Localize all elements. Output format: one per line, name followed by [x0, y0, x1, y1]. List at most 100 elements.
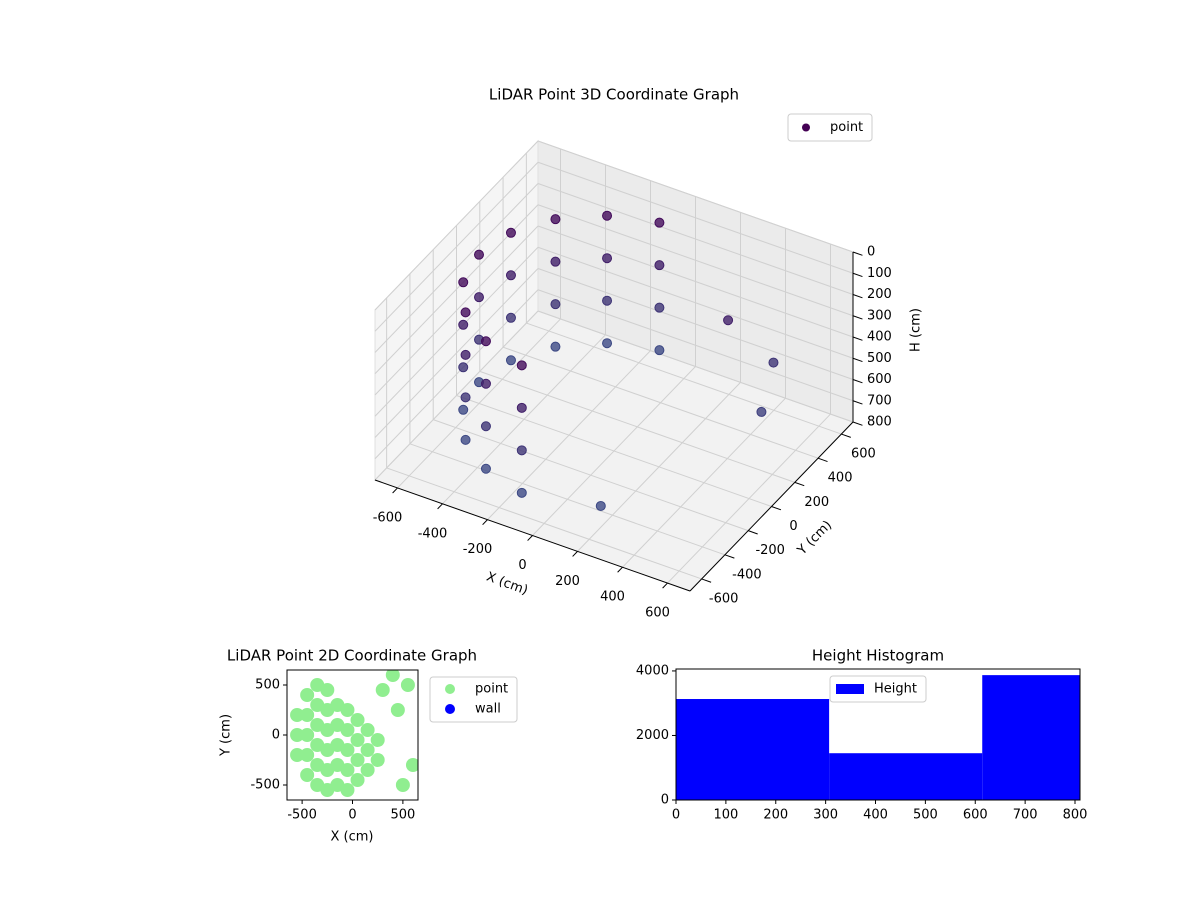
x-tick-label: 600 [963, 808, 988, 823]
point [550, 256, 561, 267]
tick-mark [852, 315, 863, 320]
point [595, 500, 606, 511]
tick-mark [724, 554, 735, 559]
legend-label: point [830, 120, 863, 135]
grid-line [374, 183, 539, 353]
z-tick-label: 100 [867, 266, 892, 281]
tick-mark [852, 336, 863, 341]
grid-line [537, 246, 854, 359]
point [290, 708, 305, 722]
point [458, 319, 469, 330]
grid-line [537, 268, 854, 380]
z-axis-label: H (cm) [909, 308, 924, 352]
point [350, 753, 365, 767]
z-tick-label: 600 [867, 372, 892, 387]
y-tick-label: -400 [732, 567, 762, 582]
grid-line [537, 289, 854, 402]
x-tick-label: 0 [672, 808, 680, 823]
grid-line [374, 140, 539, 311]
x-tick-label: 800 [1063, 808, 1088, 823]
tick-mark [701, 578, 712, 583]
x-tick-label: 200 [555, 574, 580, 589]
point [320, 683, 335, 697]
point [370, 753, 385, 767]
z-tick-label: 500 [867, 351, 892, 366]
z-tick-label: 300 [867, 308, 892, 323]
point [340, 723, 355, 737]
point [550, 341, 561, 352]
chart-title: Height Histogram [812, 647, 944, 665]
point [360, 763, 375, 777]
grid-line [386, 467, 702, 580]
grid-line [479, 370, 795, 483]
grid-line [374, 268, 539, 438]
x-tick-label: 400 [863, 808, 888, 823]
grid-line [537, 183, 854, 295]
tick-mark [572, 551, 578, 557]
x-tick-label: 300 [813, 808, 838, 823]
point [654, 345, 665, 356]
point [350, 773, 365, 787]
z-tick-label: 400 [867, 330, 892, 345]
grid-line [526, 322, 842, 435]
point [654, 260, 665, 271]
point [654, 302, 665, 313]
point [290, 728, 305, 742]
point [370, 733, 385, 747]
point [516, 402, 527, 413]
bar [982, 675, 1080, 800]
legend-patch [836, 684, 864, 694]
y-tick-label: -600 [709, 591, 739, 606]
y-tick-label: 4000 [636, 663, 669, 678]
point [474, 292, 484, 303]
point [460, 349, 471, 360]
y-tick-label: 2000 [636, 728, 669, 743]
point [300, 728, 315, 742]
point [340, 763, 355, 777]
tick-mark [437, 503, 443, 510]
tick-mark [852, 251, 863, 256]
y-tick-label: 0 [272, 728, 280, 743]
x-tick-label: -500 [287, 808, 317, 823]
grid-line [409, 443, 726, 556]
y-axis-label: Y (cm) [794, 518, 835, 559]
tick-mark [482, 519, 488, 526]
z-tick-label: 200 [867, 287, 892, 302]
bar [829, 753, 983, 800]
point [390, 703, 405, 717]
z-tick-label: 0 [867, 245, 875, 260]
point [340, 743, 355, 757]
point [300, 708, 315, 722]
point [516, 445, 527, 456]
legend-marker [802, 123, 810, 132]
x-tick-label: 0 [348, 808, 356, 823]
x-tick-label: -200 [463, 542, 493, 557]
point [505, 270, 516, 281]
y-tick-label: -200 [755, 543, 785, 558]
point [654, 217, 665, 228]
plot-area [290, 670, 418, 797]
point [458, 277, 469, 288]
point [400, 678, 415, 692]
point [340, 783, 355, 797]
point [458, 362, 469, 373]
point [460, 392, 471, 403]
x-tick-label: 0 [518, 558, 526, 573]
grid-line [502, 346, 819, 459]
tick-mark [527, 535, 533, 541]
y-tick-label: -500 [250, 778, 280, 793]
point [768, 357, 779, 368]
tick-mark [662, 582, 668, 589]
tick-mark [852, 379, 863, 384]
grid-line [537, 140, 854, 253]
point [350, 713, 365, 727]
point [460, 307, 471, 318]
tick-mark [841, 433, 851, 438]
y-axis-label: Y (cm) [219, 714, 234, 757]
x-tick-label: 400 [600, 590, 625, 605]
point [300, 768, 315, 782]
point [505, 312, 516, 323]
grid-line [374, 161, 539, 332]
x-tick-label: 500 [913, 808, 938, 823]
